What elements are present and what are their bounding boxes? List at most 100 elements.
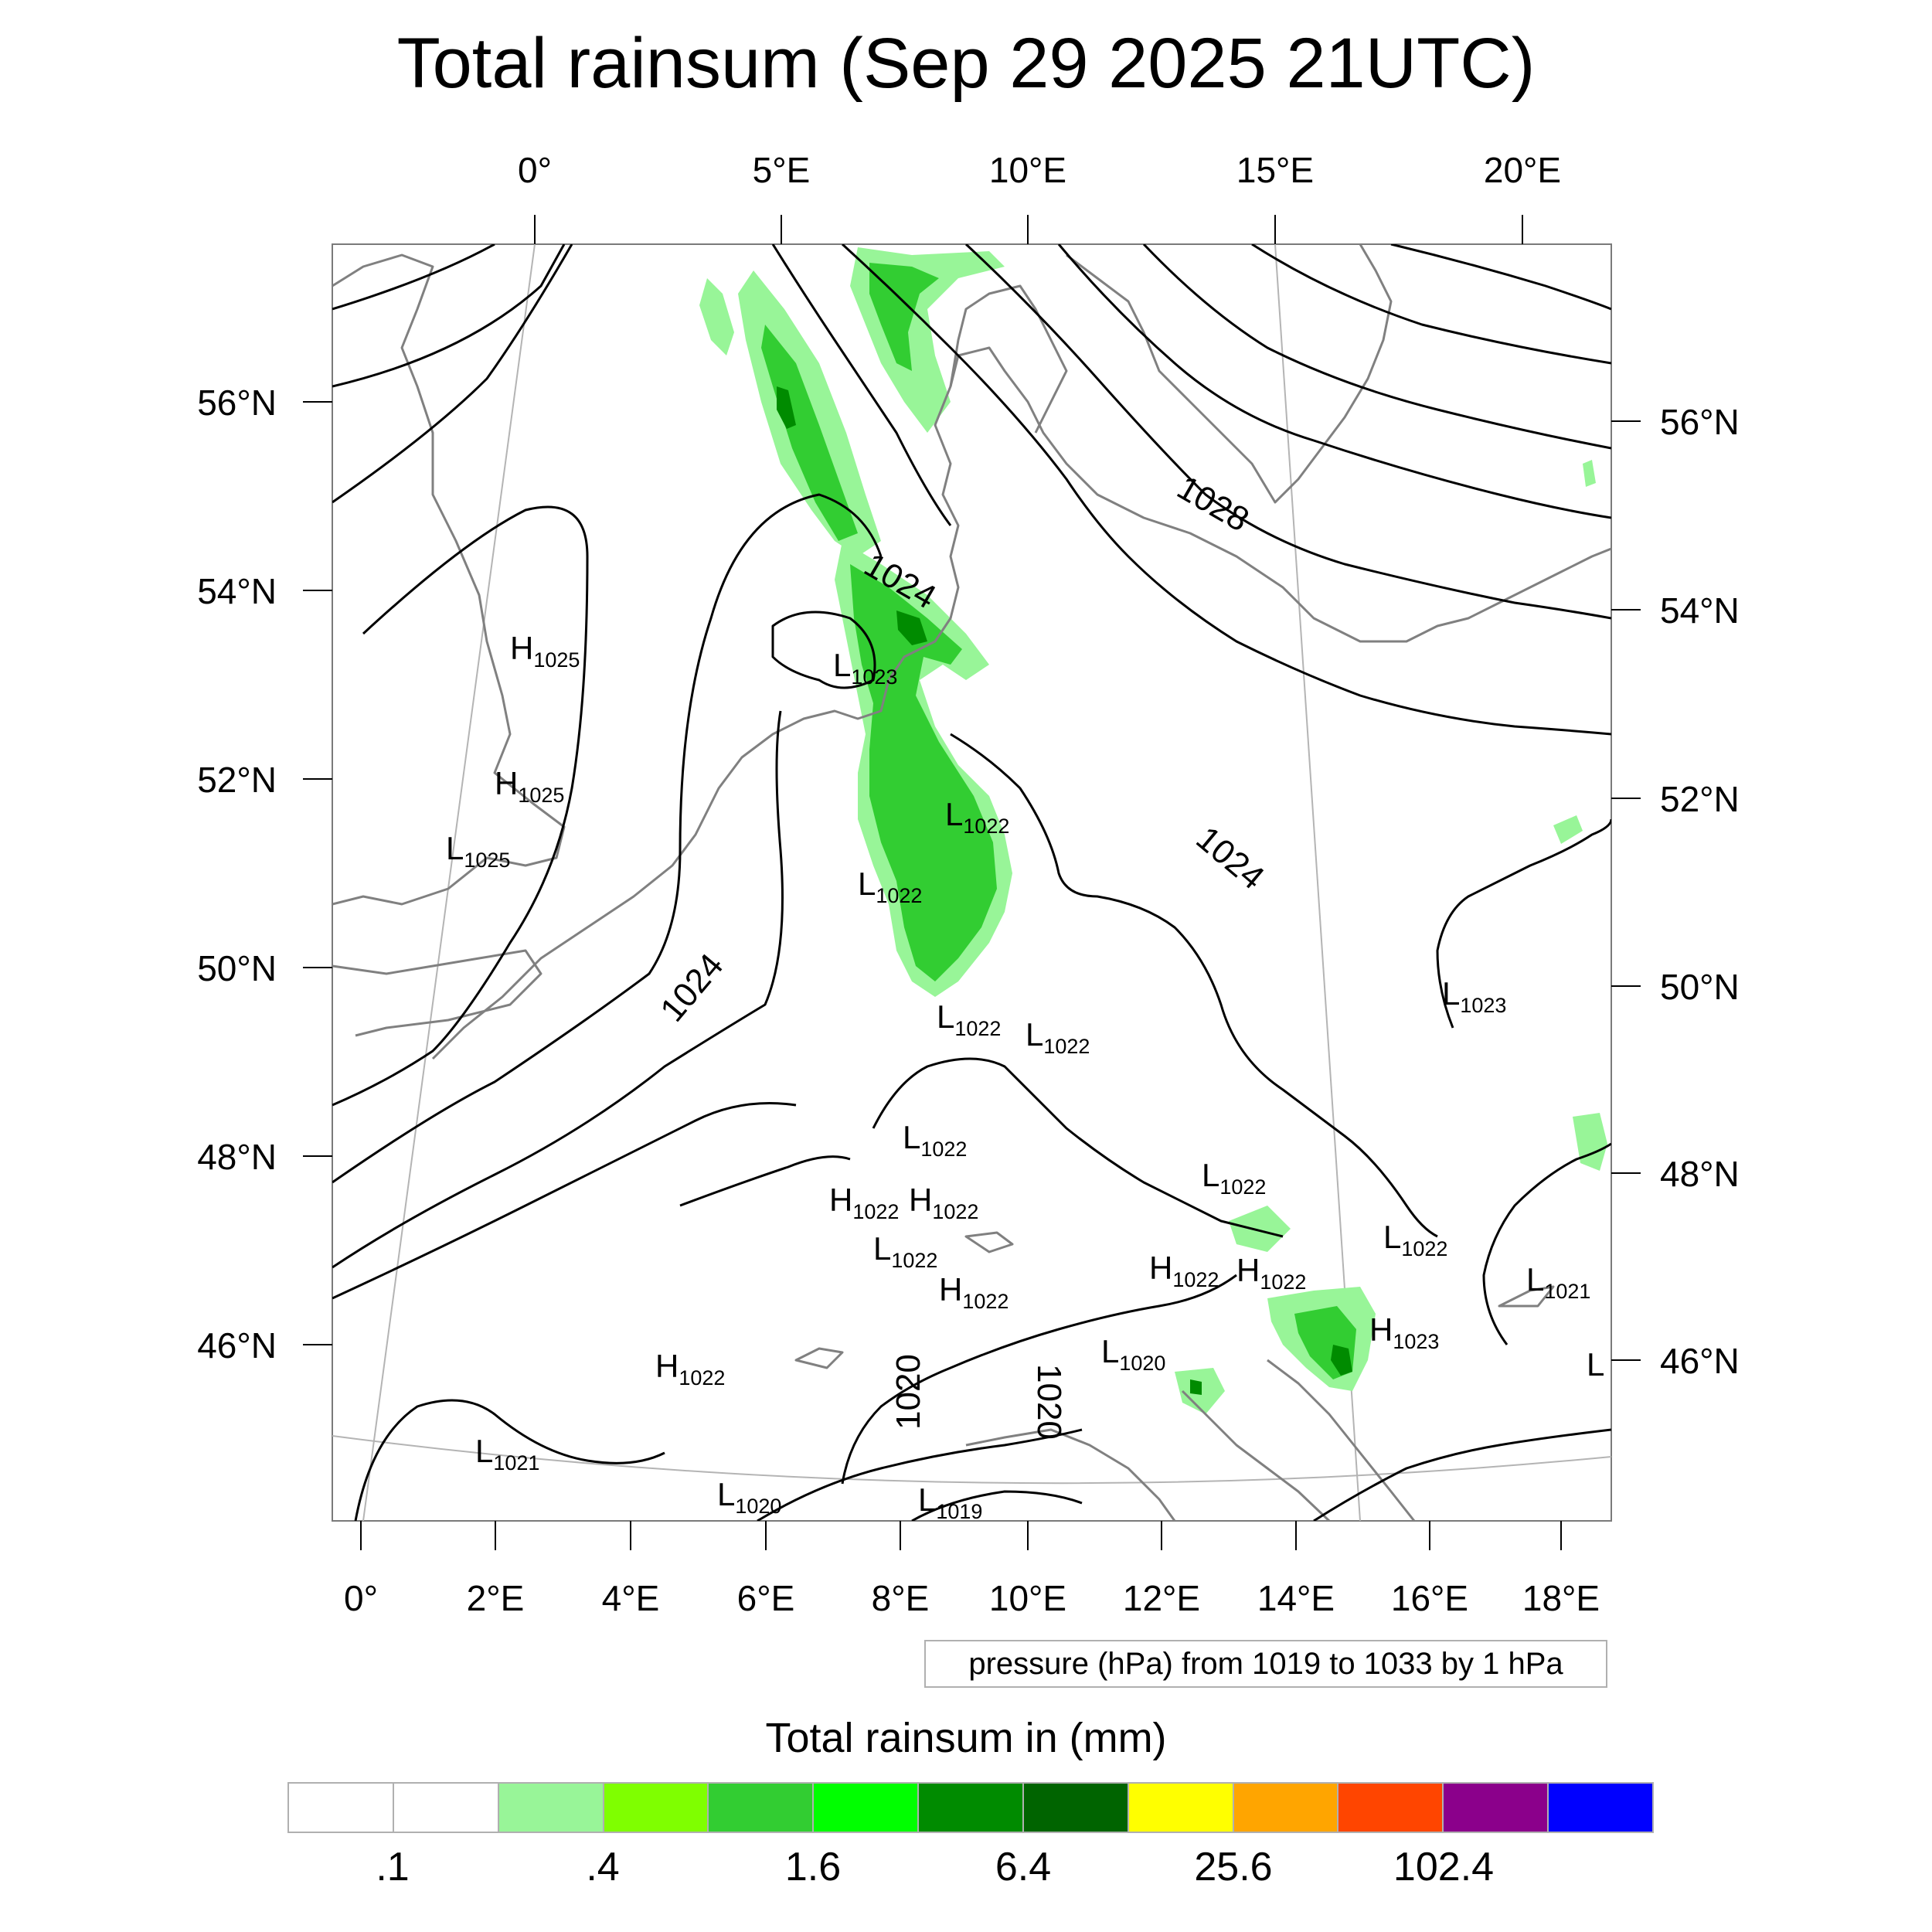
colorbar-swatch	[289, 1784, 394, 1832]
isobar-west-3	[332, 1102, 797, 1300]
isobar-central	[950, 733, 1438, 1238]
colorbar-swatch	[1023, 1784, 1129, 1832]
tick-label: 10°E	[989, 1578, 1066, 1618]
pressure-center: L1022	[1026, 1016, 1090, 1058]
colorbar-swatch	[1444, 1784, 1549, 1832]
tick-label: 48°N	[197, 1137, 277, 1177]
tick-label: 56°N	[197, 383, 277, 423]
pressure-center: L1021	[1526, 1261, 1590, 1303]
isobar-north-front	[771, 244, 952, 526]
lake-balaton	[1498, 1285, 1555, 1308]
isobar-ne-2	[964, 244, 1611, 620]
pressure-center: H1022	[939, 1271, 1009, 1313]
isobar-nw-3	[332, 244, 573, 504]
pressure-center: L1020	[1101, 1333, 1165, 1375]
pressure-center: L1022	[873, 1230, 937, 1272]
colorbar-swatch	[709, 1784, 815, 1832]
isobar-ne-4	[1142, 244, 1611, 450]
tick-label: 6°E	[737, 1578, 795, 1618]
rain-band-west	[699, 278, 734, 355]
tick-label: 56°N	[1660, 402, 1740, 442]
lake-geneva	[794, 1347, 844, 1369]
tick-label: 20°E	[1484, 150, 1561, 190]
rain-field-heavy	[777, 386, 1352, 1395]
pressure-center: L1023	[833, 647, 897, 689]
isobar-southwest	[354, 1399, 665, 1521]
top-longitude-labels: 0° 5°E 10°E 15°E 20°E	[518, 150, 1561, 190]
colorbar-label: 1.6	[784, 1845, 842, 1889]
colorbar-swatch	[814, 1784, 920, 1832]
isobar-east-3	[1313, 1428, 1611, 1521]
coast-jutland	[949, 284, 1068, 434]
rain-field-moderate	[761, 263, 1356, 1379]
legend-title: Total rainsum in (mm)	[765, 1715, 1167, 1761]
colorbar-label: 25.6	[1194, 1845, 1273, 1889]
isobar-nw-2	[332, 244, 566, 388]
tick-label: 0°	[518, 150, 552, 190]
isobar-south-low	[911, 1490, 1083, 1521]
tick-label: 2°E	[467, 1578, 525, 1618]
rain-core-northeast	[869, 263, 939, 371]
rain-max-front	[896, 611, 927, 645]
colorbar-swatch	[1549, 1784, 1652, 1832]
pressure-center: L	[1587, 1346, 1604, 1383]
isobar-nw-1	[332, 244, 495, 311]
contour-label-1020-a: 1020	[889, 1354, 927, 1430]
coast-adriatic-east	[1267, 1359, 1416, 1521]
isobar-ne-1	[841, 244, 1611, 736]
tick-label: 15°E	[1236, 150, 1314, 190]
tick-label: 12°E	[1123, 1578, 1200, 1618]
pressure-center: H1025	[495, 765, 564, 807]
right-latitude-labels: 56°N 54°N 52°N 50°N 48°N 46°N	[1660, 402, 1740, 1381]
tick-label: 50°N	[197, 948, 277, 988]
tick-label: 18°E	[1522, 1578, 1600, 1618]
colorbar-label: .1	[376, 1845, 410, 1889]
pressure-centers: H1025 L1023 H1025 L1022 L1025 L1022 L102…	[446, 630, 1604, 1523]
isobar-east-2	[1482, 1142, 1611, 1345]
rain-patch-hungary	[1573, 1113, 1607, 1171]
colorbar-swatch	[1338, 1784, 1444, 1832]
isobar-ne-5	[1251, 244, 1611, 365]
tick-label: 8°E	[872, 1578, 930, 1618]
pressure-center: L1022	[1202, 1157, 1266, 1199]
map-title: Total rainsum (Sep 29 2025 21UTC)	[396, 24, 1536, 103]
pressure-center: L1023	[1442, 975, 1506, 1017]
isobar-alps-north	[872, 1057, 1284, 1238]
pressure-center: H1023	[1369, 1311, 1439, 1353]
pressure-center: L1019	[918, 1481, 982, 1523]
isobar-1020-loop	[841, 1274, 1237, 1485]
tick-label: 54°N	[197, 571, 277, 611]
pressure-center: L1022	[903, 1119, 967, 1161]
rain-core-north	[761, 325, 858, 541]
pressure-center: L1022	[1383, 1219, 1447, 1260]
tick-label: 16°E	[1391, 1578, 1468, 1618]
tick-label: 48°N	[1660, 1154, 1740, 1194]
tick-label: 50°N	[1660, 967, 1740, 1007]
isobar-alps-south	[679, 1155, 851, 1207]
rain-max-adriatic	[1331, 1345, 1352, 1376]
pressure-center: L1022	[858, 866, 922, 907]
parallel-45n	[332, 1435, 1611, 1485]
coast-continent	[431, 346, 1611, 1060]
pressure-center: H1022	[909, 1182, 978, 1223]
rain-max-istria	[1190, 1379, 1202, 1395]
rain-core-front	[850, 564, 997, 981]
left-latitude-labels: 56°N 54°N 52°N 50°N 48°N 46°N	[197, 383, 277, 1366]
pressure-center: L1022	[945, 796, 1009, 838]
lake-constance	[964, 1231, 1014, 1253]
isobar-east-1	[1436, 818, 1611, 1029]
colorbar-label: 6.4	[995, 1845, 1052, 1889]
coast-sweden	[1066, 244, 1393, 504]
tick-label: 54°N	[1660, 590, 1740, 631]
tick-label: 14°E	[1257, 1578, 1335, 1618]
colorbar-label: 102.4	[1393, 1845, 1495, 1889]
meridian-0	[362, 244, 536, 1521]
isobar-ne-6	[1390, 244, 1611, 311]
isobars	[332, 244, 1611, 1521]
colorbar-label: .4	[586, 1845, 620, 1889]
coast-ligurian	[965, 1428, 1176, 1521]
rain-patch-poland	[1553, 815, 1583, 844]
tick-marks	[303, 215, 1641, 1550]
tick-label: 46°N	[197, 1325, 277, 1366]
